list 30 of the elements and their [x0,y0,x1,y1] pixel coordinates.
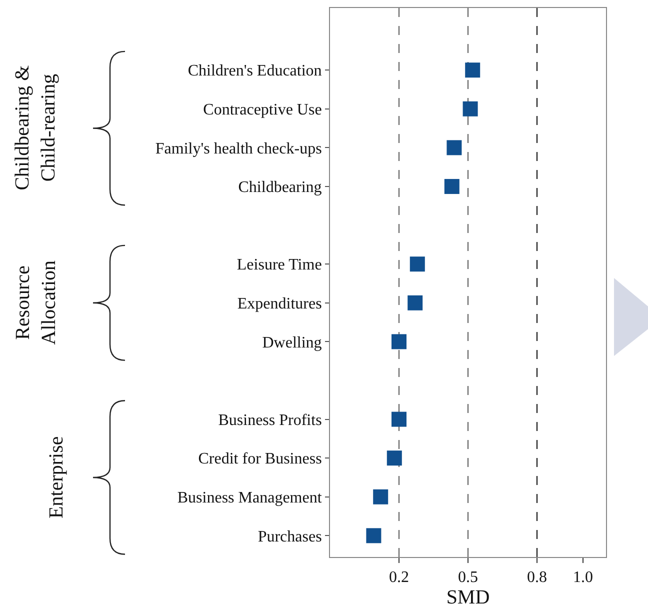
y-tick-label: Contraceptive Use [203,101,322,118]
point [462,101,478,116]
text: Enterprise [46,436,68,518]
point [410,256,425,272]
point [373,489,388,504]
x-tick-label: 0.2 [389,569,409,586]
x-axis-title: SMD [446,586,490,609]
y-tick-label: Expenditures [237,295,322,312]
text: Resource Allocation [12,260,60,345]
x-tick-label: 0.8 [527,569,547,586]
text: Childbearing & Child-rearing [12,64,60,190]
point [386,450,402,466]
y-tick-label: Credit for Business [198,450,322,468]
x-tick-label: 0.5 [458,569,478,586]
point [392,334,406,350]
y-tick-label: Children's Education [188,62,322,80]
x-tick-label: 1.0 [573,569,593,586]
y-tick-label: Leisure Time [236,256,322,274]
y-tick-label: Purchases [258,528,322,546]
point [444,178,460,194]
point [366,528,382,544]
y-tick-label: Business Profits [218,412,322,429]
y-tick-label: Business Management [177,489,322,506]
point [446,140,462,156]
y-tick-label: Childbearing [238,179,322,196]
point [392,412,406,427]
y-tick-label: Family's health check-ups [155,140,322,158]
y-tick-label: Dwelling [262,334,322,352]
point [465,62,480,78]
point [408,295,423,310]
